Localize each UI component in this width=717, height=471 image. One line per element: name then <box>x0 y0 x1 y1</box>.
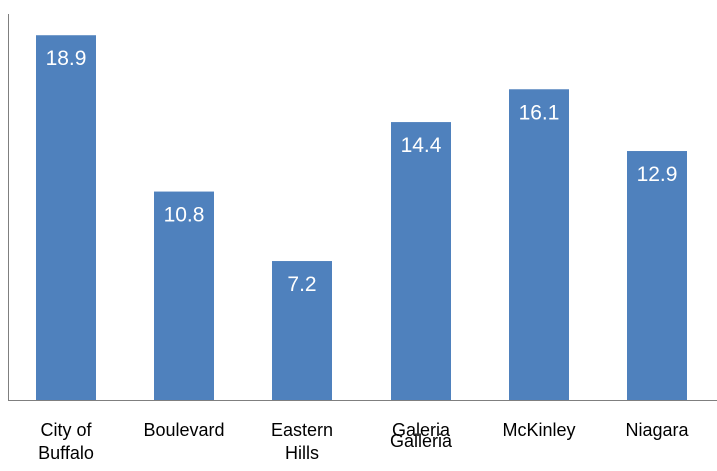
data-label-galeria: 14.4 <box>401 134 442 157</box>
x-tick-label-eastern-hills: Eastern Hills <box>271 420 333 463</box>
data-label-eastern-hills: 7.2 <box>287 273 316 296</box>
x-tick-labels-layer: City of Buffalo Boulevard Eastern Hills Galer… <box>38 420 689 463</box>
bar-niagara <box>627 151 687 400</box>
x-tick-label-city-of-buffalo-line-0: City of <box>40 420 92 440</box>
x-tick-label-city-of-buffalo-line-1: Buffalo <box>38 443 94 463</box>
x-tick-label-boulevard-line-0: Boulevard <box>143 420 224 440</box>
bar-mckinley <box>509 89 569 401</box>
x-tick-label-mckinley: McKinley <box>502 420 575 440</box>
x-tick-label-galeria: Galeria <box>392 420 451 440</box>
x-tick-label-niagara-line-0: Niagara <box>625 420 689 440</box>
data-label-city-of-buffalo: 18.9 <box>46 47 87 70</box>
x-tick-label-boulevard: Boulevard <box>143 420 224 440</box>
data-label-mckinley: 16.1 <box>519 101 560 124</box>
bar-galeria <box>391 122 451 400</box>
bar-boulevard <box>154 191 214 400</box>
bar-city-of-buffalo <box>36 35 96 400</box>
clipped-title-fragment <box>0 0 717 14</box>
x-tick-label-mckinley-line-0: McKinley <box>502 420 575 440</box>
bars-layer <box>36 35 687 401</box>
x-tick-label-eastern-hills-line-1: Hills <box>285 443 319 463</box>
x-tick-label-eastern-hills-line-0: Eastern <box>271 420 333 440</box>
data-label-niagara: 12.9 <box>637 163 678 186</box>
x-tick-label-city-of-buffalo: City of Buffalo <box>38 420 94 463</box>
data-label-boulevard: 10.8 <box>164 204 205 227</box>
data-labels-layer: 18.9 10.8 7.2 14.4 16.1 12.9 <box>46 47 678 296</box>
x-tick-label-galleria-overlap: Galleria <box>390 431 453 451</box>
bar-eastern-hills <box>272 261 332 400</box>
x-tick-label-niagara: Niagara <box>625 420 689 440</box>
x-tick-label-galeria-line-0: Galeria <box>392 420 451 440</box>
